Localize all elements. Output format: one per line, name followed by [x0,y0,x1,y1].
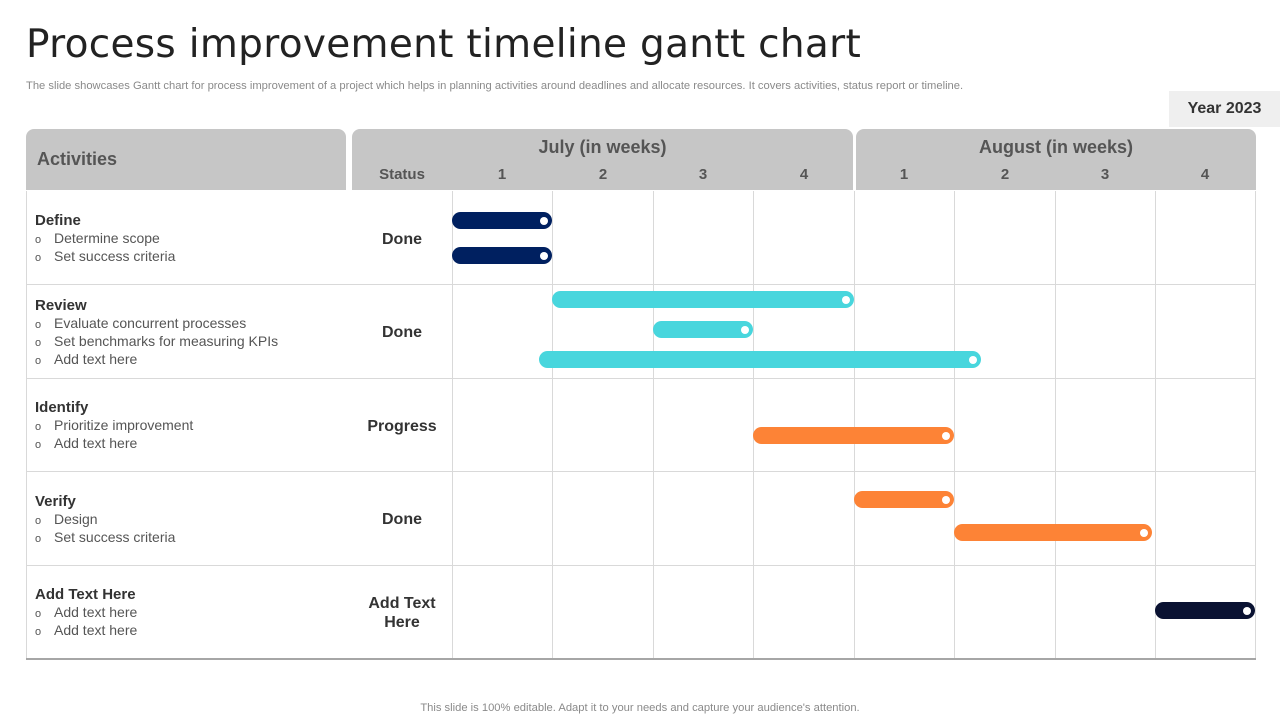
activity-item: o Add text here [35,622,137,638]
activity-title-define: Define [35,212,81,229]
grid-vline [954,191,955,659]
status-verify: Done [382,511,422,528]
activity-item-label: Set success criteria [54,529,176,545]
activity-item: o Design [35,511,98,527]
grid-hline [26,565,1256,566]
activity-title-add-text: Add Text Here [35,586,136,603]
activity-item: o Add text here [35,351,137,367]
activity-item: o Set success criteria [35,529,175,545]
gantt-bar [853,491,954,508]
gantt-bar [552,291,854,308]
gantt-bar [652,321,754,338]
august-week-3-label: 3 [1100,166,1110,183]
activity-item-label: Add text here [54,435,138,451]
bullet-icon: o [35,515,42,527]
bullet-icon: o [35,355,42,367]
august-header: August (in weeks) 1 2 3 4 [856,129,1256,190]
august-week-1-label: 1 [899,166,909,183]
activity-title-review: Review [35,297,87,314]
activity-item-label: Set benchmarks for measuring KPIs [54,333,279,349]
status-header-label: Status [379,166,425,183]
grid-vline [552,191,553,659]
august-week-4-label: 4 [1200,166,1210,183]
activity-item: o Add text here [35,435,137,451]
bullet-icon: o [35,439,42,451]
gantt-bar [954,524,1152,541]
bar-end-dot-icon [741,325,750,334]
activities-header-label: Activities [37,149,118,169]
status-add-text: Add Text Here [368,595,436,631]
august-week-2-label: 2 [1000,166,1010,183]
bullet-icon: o [35,252,42,264]
july-week-2-label: 2 [598,166,608,183]
bar-end-dot-icon [1243,606,1252,615]
activity-item-label: Add text here [54,604,138,620]
activity-item: o Set success criteria [35,248,175,264]
bullet-icon: o [35,608,42,620]
bullet-icon: o [35,626,42,638]
bar-end-dot-icon [969,355,978,364]
activity-item-label: Determine scope [54,230,160,246]
footer-note: This slide is 100% editable. Adapt it to… [420,702,860,714]
bar-end-dot-icon [941,495,950,504]
july-week-1-label: 1 [497,166,507,183]
august-month-label: August (in weeks) [978,137,1134,157]
grid-vline [1055,191,1056,659]
activity-item: o Determine scope [35,230,160,246]
grid-hline [26,378,1256,379]
year-badge: Year 2023 [1169,91,1280,127]
activity-item-label: Evaluate concurrent processes [54,315,247,331]
activity-title-verify: Verify [35,493,76,510]
activity-item-label: Add text here [54,351,138,367]
bar-end-dot-icon [540,251,549,260]
activity-item: o Add text here [35,604,137,620]
grid-vline [1255,191,1256,659]
activity-item: o Evaluate concurrent processes [35,315,246,331]
gantt-bar [452,212,553,229]
bar-end-dot-icon [1139,528,1148,537]
bullet-icon: o [35,319,42,331]
status-identify: Progress [367,418,437,435]
grid-vline [452,191,453,659]
july-header: July (in weeks) Status 1 2 3 4 [352,129,853,190]
bullet-icon: o [35,533,42,545]
bar-end-dot-icon [941,431,950,440]
bullet-icon: o [35,421,42,433]
gantt-bar [539,351,982,368]
grid-hline [26,471,1256,472]
status-define: Done [382,231,422,248]
bullet-icon: o [35,337,42,349]
slide-subtitle: The slide showcases Gantt chart for proc… [26,80,964,92]
activity-item: o Prioritize improvement [35,417,193,433]
activity-title-identify: Identify [35,399,89,416]
july-month-label: July (in weeks) [538,137,667,157]
grid-vline [1155,191,1156,659]
july-week-3-label: 3 [698,166,708,183]
grid-vline [753,191,754,659]
activities-header: Activities [26,129,346,190]
activity-item-label: Add text here [54,622,138,638]
bar-end-dot-icon [540,216,549,225]
slide-title: Process improvement timeline gantt chart [26,22,862,67]
gantt-bar [1154,602,1256,619]
activity-item-label: Prioritize improvement [54,417,194,433]
grid-vline [653,191,654,659]
grid-hline [26,284,1256,285]
bar-end-dot-icon [841,295,850,304]
activity-item-label: Design [54,511,98,527]
gantt-bar [753,427,954,444]
table-bottom-border [26,658,1256,660]
bullet-icon: o [35,234,42,246]
gantt-bar [452,247,553,264]
activity-item-label: Set success criteria [54,248,176,264]
status-review: Done [382,324,422,341]
july-week-4-label: 4 [799,166,809,183]
grid-vline [26,191,27,659]
grid-vline [854,191,855,659]
activity-item: o Set benchmarks for measuring KPIs [35,333,278,349]
